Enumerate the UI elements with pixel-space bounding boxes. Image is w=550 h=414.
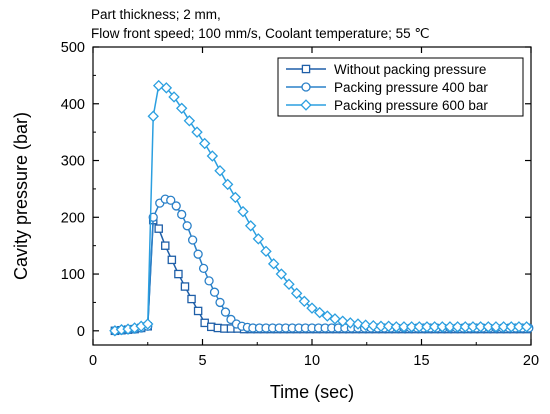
legend: Without packing pressure Packing pressure…: [277, 57, 524, 117]
data-point: [482, 321, 495, 333]
data-point: [375, 320, 387, 332]
data-point: [193, 306, 203, 316]
chart-subtitle-line-2: Flow front speed; 100 mm/s, Coolant temp…: [91, 26, 430, 41]
legend-label: Packing pressure 400 bar: [334, 80, 488, 95]
data-point: [359, 319, 372, 331]
data-point: [306, 302, 318, 314]
data-point: [336, 315, 349, 327]
data-point: [474, 321, 487, 333]
data-point: [198, 137, 211, 150]
data-point: [191, 126, 203, 138]
data-point: [390, 321, 403, 333]
data-point: [180, 282, 190, 291]
legend-marker: [301, 82, 311, 92]
data-point: [237, 205, 249, 218]
data-point: [267, 258, 280, 270]
data-point: [206, 150, 219, 162]
y-tick-label: 500: [61, 40, 85, 56]
data-point: [520, 321, 533, 333]
data-point: [436, 321, 449, 333]
data-point: [204, 276, 214, 286]
data-point: [214, 165, 226, 177]
data-point: [166, 195, 176, 205]
data-point: [352, 318, 364, 330]
data-point: [182, 221, 192, 231]
data-point: [382, 320, 395, 332]
data-point: [177, 209, 187, 220]
data-point: [209, 287, 220, 297]
data-point: [451, 321, 464, 333]
data-point: [160, 82, 173, 94]
data-point: [187, 235, 198, 245]
data-point: [298, 295, 311, 308]
data-point: [398, 321, 410, 333]
data-point: [193, 249, 203, 259]
data-point: [142, 318, 154, 330]
data-point: [175, 102, 188, 115]
data-point: [329, 313, 341, 325]
data-point: [147, 110, 159, 122]
axis-ticks: [92, 46, 532, 345]
data-point: [229, 191, 242, 204]
data-point: [513, 321, 525, 333]
data-point: [220, 307, 231, 317]
data-point: [221, 178, 234, 191]
data-point: [505, 321, 518, 333]
data-point: [405, 321, 418, 333]
chart-subtitle-line-1: Part thickness; 2 mm,: [91, 7, 221, 22]
data-point: [171, 201, 181, 211]
data-point: [428, 321, 441, 333]
legend-label: Packing pressure 600 bar: [334, 98, 488, 113]
data-point: [198, 263, 209, 274]
x-tick-label: 20: [523, 353, 539, 369]
data-point: [283, 278, 295, 290]
legend-item: Packing pressure 600 bar: [286, 98, 488, 113]
series-layer: [109, 79, 534, 337]
y-tick-label: 400: [61, 97, 85, 113]
x-tick-label: 15: [413, 353, 429, 369]
data-point: [344, 317, 357, 329]
data-point: [275, 268, 288, 280]
data-point: [152, 79, 165, 92]
data-point: [290, 287, 303, 300]
x-axis-label: Time (sec): [270, 382, 354, 402]
x-tick-label: 0: [89, 353, 97, 369]
legend-marker: [301, 64, 311, 74]
data-point: [252, 233, 265, 245]
y-tick-label: 0: [77, 324, 85, 340]
y-axis-label: Cavity pressure (bar): [11, 112, 31, 280]
x-tick-label: 10: [304, 353, 320, 369]
data-point: [490, 321, 502, 333]
data-point: [161, 241, 170, 250]
legend-item: Packing pressure 400 bar: [286, 80, 488, 95]
data-point: [444, 321, 456, 333]
data-point: [244, 220, 257, 232]
data-point: [467, 321, 479, 333]
y-tick-label: 200: [61, 210, 85, 226]
data-point: [168, 91, 180, 103]
data-point: [421, 321, 433, 333]
data-point: [215, 297, 225, 308]
data-point: [497, 321, 510, 333]
data-point: [183, 115, 196, 127]
legend-label: Without packing pressure: [334, 62, 486, 77]
series-3: [109, 79, 533, 337]
legend-marker: [300, 99, 312, 111]
legend-item: Without packing pressure: [286, 62, 486, 77]
data-point: [154, 224, 163, 233]
y-tick-label: 300: [61, 154, 85, 170]
data-point: [367, 319, 380, 332]
data-point: [174, 269, 183, 279]
data-point: [187, 294, 196, 304]
data-point: [260, 245, 272, 258]
data-point: [313, 306, 326, 319]
x-tick-label: 5: [198, 353, 206, 369]
data-point: [167, 255, 177, 265]
data-point: [321, 310, 334, 322]
data-point: [413, 321, 426, 333]
y-tick-label: 100: [61, 267, 85, 283]
data-point: [459, 321, 472, 333]
